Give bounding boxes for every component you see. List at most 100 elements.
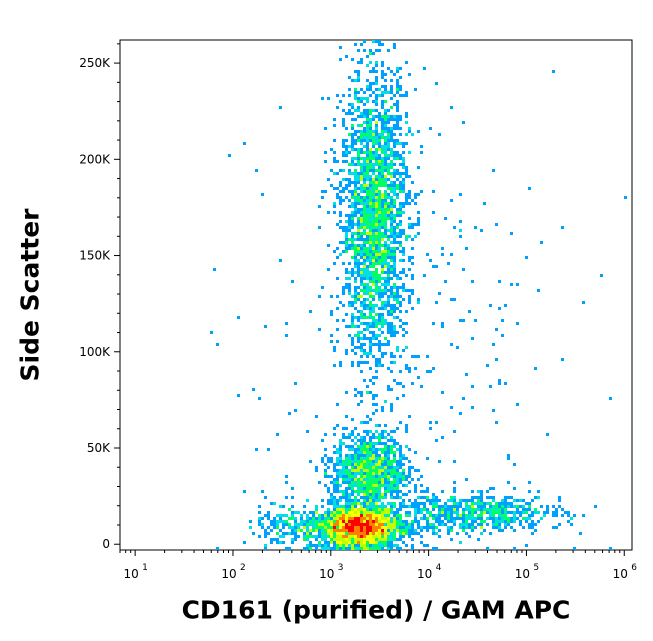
data-point-bin [390,181,393,184]
data-point-bin [390,148,393,151]
data-point-bin [351,160,354,163]
data-point-bin [390,496,393,499]
data-point-bin [492,499,495,502]
data-point-bin [327,268,330,271]
data-point-bin [327,487,330,490]
data-point-bin [366,541,369,544]
data-point-bin [351,517,354,520]
data-point-bin [390,97,393,100]
data-point-bin [336,508,339,511]
data-point-bin [378,286,381,289]
data-point-bin [453,499,456,502]
data-point-bin [363,226,366,229]
data-point-bin [336,187,339,190]
data-point-bin [372,463,375,466]
data-point-bin [366,97,369,100]
data-point-bin [306,535,309,538]
data-point-bin [375,283,378,286]
data-point-bin [369,505,372,508]
data-point-bin [375,478,378,481]
data-point-bin [387,451,390,454]
data-point-bin [342,496,345,499]
data-point-bin [381,295,384,298]
data-point-bin [255,448,258,451]
data-point-bin [357,253,360,256]
data-point-bin [390,247,393,250]
data-point-bin [384,73,387,76]
data-point-bin [333,484,336,487]
data-point-bin [408,448,411,451]
data-point-bin [372,541,375,544]
data-point-bin [378,226,381,229]
data-point-bin [393,184,396,187]
data-point-bin [450,505,453,508]
data-point-bin [342,187,345,190]
data-point-bin [321,520,324,523]
data-point-bin [279,520,282,523]
data-point-bin [435,421,438,424]
data-point-bin [408,289,411,292]
data-point-bin [411,520,414,523]
data-point-bin [357,520,360,523]
data-point-bin [531,514,534,517]
data-point-bin [360,481,363,484]
data-point-bin [450,106,453,109]
data-point-bin [357,523,360,526]
data-point-bin [399,184,402,187]
data-point-bin [339,169,342,172]
data-point-bin [369,310,372,313]
data-point-bin [396,115,399,118]
data-point-bin [357,247,360,250]
data-point-bin [504,382,507,385]
data-point-bin [324,526,327,529]
data-point-bin [369,289,372,292]
data-point-bin [363,190,366,193]
data-point-bin [381,514,384,517]
data-point-bin [357,160,360,163]
data-point-bin [396,235,399,238]
data-point-bin [375,358,378,361]
data-point-bin [315,538,318,541]
data-point-bin [216,547,219,550]
data-point-bin [381,70,384,73]
data-point-bin [414,487,417,490]
data-point-bin [351,505,354,508]
data-point-bin [336,319,339,322]
data-point-bin [456,505,459,508]
data-point-bin [348,481,351,484]
data-point-bin [399,382,402,385]
data-point-bin [333,160,336,163]
data-point-bin [336,307,339,310]
data-point-bin [402,385,405,388]
data-point-bin [351,142,354,145]
data-point-bin [387,544,390,547]
data-point-bin [420,535,423,538]
data-point-bin [339,508,342,511]
data-point-bin [423,544,426,547]
data-point-bin [366,55,369,58]
data-point-bin [393,292,396,295]
data-point-bin [405,115,408,118]
data-point-bin [342,460,345,463]
data-point-bin [447,532,450,535]
data-point-bin [369,535,372,538]
data-point-bin [384,145,387,148]
data-point-bin [423,514,426,517]
data-point-bin [342,466,345,469]
data-point-bin [363,451,366,454]
data-point-bin [381,493,384,496]
data-point-bin [315,415,318,418]
data-point-bin [336,223,339,226]
x-tick-label: 10 [319,567,334,581]
data-point-bin [450,298,453,301]
data-point-bin [480,499,483,502]
data-point-bin [243,541,246,544]
data-point-bin [375,184,378,187]
data-point-bin [390,199,393,202]
data-point-bin [399,133,402,136]
data-point-bin [264,532,267,535]
data-point-bin [351,469,354,472]
data-point-bin [471,520,474,523]
data-point-bin [351,337,354,340]
data-point-bin [369,544,372,547]
